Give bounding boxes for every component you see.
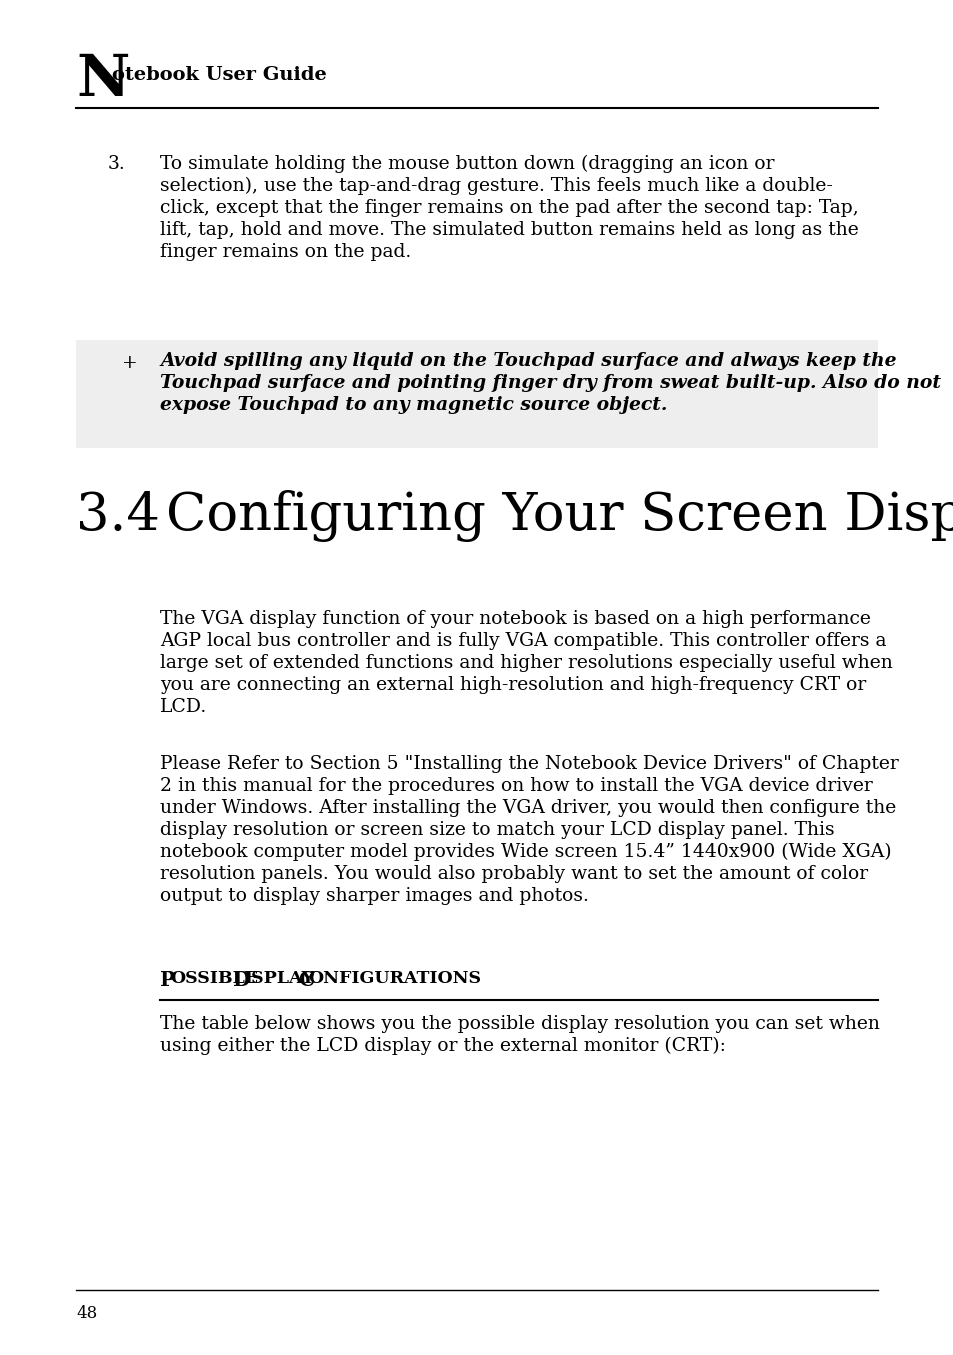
Bar xyxy=(76,340,877,449)
Text: under Windows. After installing the VGA driver, you would then configure the: under Windows. After installing the VGA … xyxy=(160,799,895,817)
Text: D: D xyxy=(233,970,251,991)
Text: otebook User Guide: otebook User Guide xyxy=(112,66,327,84)
Text: Configuring Your Screen Display: Configuring Your Screen Display xyxy=(166,491,953,542)
Text: notebook computer model provides Wide screen 15.4” 1440x900 (Wide XGA): notebook computer model provides Wide sc… xyxy=(160,843,891,862)
Text: P: P xyxy=(160,970,175,991)
Text: Please Refer to Section 5 "Installing the Notebook Device Drivers" of Chapter: Please Refer to Section 5 "Installing th… xyxy=(160,755,898,772)
Text: OSSIBLE: OSSIBLE xyxy=(170,970,258,986)
Text: click, except that the finger remains on the pad after the second tap: Tap,: click, except that the finger remains on… xyxy=(160,199,858,217)
Text: The VGA display function of your notebook is based on a high performance: The VGA display function of your noteboo… xyxy=(160,610,870,627)
Text: To simulate holding the mouse button down (dragging an icon or: To simulate holding the mouse button dow… xyxy=(160,154,774,173)
Text: display resolution or screen size to match your LCD display panel. This: display resolution or screen size to mat… xyxy=(160,821,834,839)
Text: ISPLAY: ISPLAY xyxy=(243,970,314,986)
Text: large set of extended functions and higher resolutions especially useful when: large set of extended functions and high… xyxy=(160,654,892,672)
Text: AGP local bus controller and is fully VGA compatible. This controller offers a: AGP local bus controller and is fully VG… xyxy=(160,631,885,650)
Text: N: N xyxy=(76,51,130,108)
Text: 2 in this manual for the procedures on how to install the VGA device driver: 2 in this manual for the procedures on h… xyxy=(160,776,872,795)
Text: 48: 48 xyxy=(76,1305,97,1322)
Text: C: C xyxy=(298,970,314,991)
Text: selection), use the tap-and-drag gesture. This feels much like a double-: selection), use the tap-and-drag gesture… xyxy=(160,178,832,195)
Text: +: + xyxy=(122,354,137,373)
Text: resolution panels. You would also probably want to set the amount of color: resolution panels. You would also probab… xyxy=(160,864,867,883)
Text: LCD.: LCD. xyxy=(160,698,207,715)
Text: Touchpad surface and pointing finger dry from sweat built-up. Also do not: Touchpad surface and pointing finger dry… xyxy=(160,374,940,392)
Text: lift, tap, hold and move. The simulated button remains held as long as the: lift, tap, hold and move. The simulated … xyxy=(160,221,858,238)
Text: 3.4: 3.4 xyxy=(76,491,160,541)
Text: finger remains on the pad.: finger remains on the pad. xyxy=(160,243,411,262)
Text: you are connecting an external high-resolution and high-frequency CRT or: you are connecting an external high-reso… xyxy=(160,676,865,694)
Text: ONFIGURATIONS: ONFIGURATIONS xyxy=(308,970,481,986)
Text: expose Touchpad to any magnetic source object.: expose Touchpad to any magnetic source o… xyxy=(160,396,667,415)
Text: output to display sharper images and photos.: output to display sharper images and pho… xyxy=(160,888,588,905)
Text: Avoid spilling any liquid on the Touchpad surface and always keep the: Avoid spilling any liquid on the Touchpa… xyxy=(160,352,896,370)
Text: using either the LCD display or the external monitor (CRT):: using either the LCD display or the exte… xyxy=(160,1037,725,1056)
Text: The table below shows you the possible display resolution you can set when: The table below shows you the possible d… xyxy=(160,1015,879,1033)
Text: 3.: 3. xyxy=(108,154,126,173)
